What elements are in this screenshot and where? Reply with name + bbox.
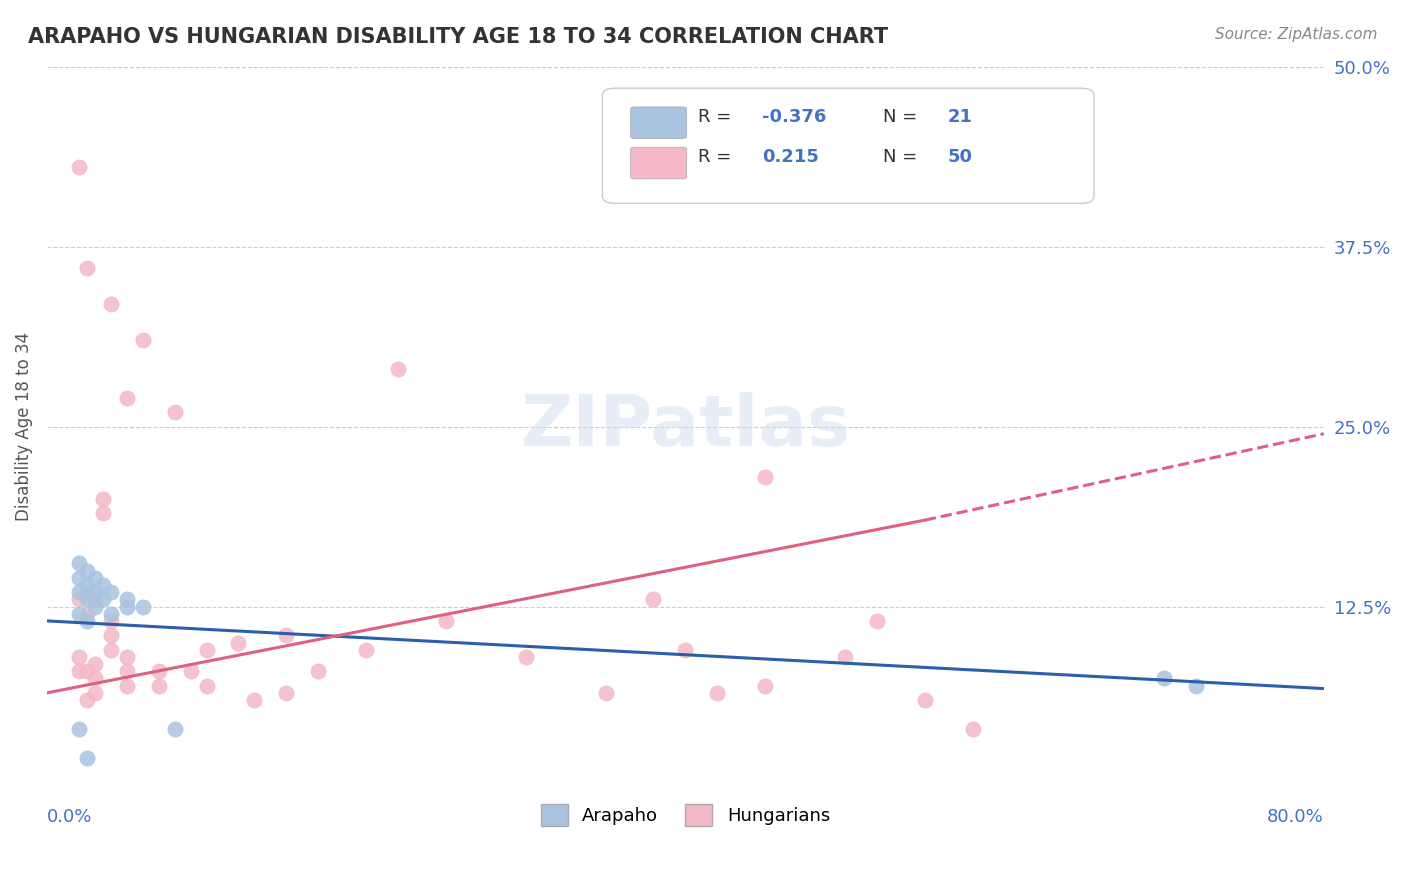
- Point: [354, 642, 377, 657]
- Text: ARAPAHO VS HUNGARIAN DISABILITY AGE 18 TO 34 CORRELATION CHART: ARAPAHO VS HUNGARIAN DISABILITY AGE 18 T…: [28, 27, 889, 46]
- Point: [76, 261, 98, 276]
- Text: 50: 50: [948, 147, 972, 166]
- Point: [100, 628, 122, 642]
- Point: [243, 693, 266, 707]
- Text: N =: N =: [883, 108, 924, 126]
- Point: [131, 599, 153, 614]
- Point: [67, 722, 90, 736]
- Point: [83, 599, 105, 614]
- Point: [83, 571, 105, 585]
- Point: [515, 649, 537, 664]
- Point: [67, 665, 90, 679]
- Point: [1153, 672, 1175, 686]
- Point: [180, 665, 202, 679]
- Point: [91, 578, 114, 592]
- Point: [276, 686, 298, 700]
- Point: [76, 693, 98, 707]
- Point: [131, 333, 153, 347]
- Point: [76, 614, 98, 628]
- Point: [91, 592, 114, 607]
- Text: ZIPatlas: ZIPatlas: [520, 392, 851, 461]
- Point: [100, 614, 122, 628]
- Text: 80.0%: 80.0%: [1267, 808, 1324, 826]
- Point: [115, 599, 138, 614]
- Point: [100, 585, 122, 599]
- Point: [387, 362, 409, 376]
- Point: [76, 564, 98, 578]
- Point: [1185, 679, 1208, 693]
- Point: [67, 649, 90, 664]
- FancyBboxPatch shape: [630, 107, 686, 138]
- Point: [83, 585, 105, 599]
- Point: [754, 470, 776, 484]
- Y-axis label: Disability Age 18 to 34: Disability Age 18 to 34: [15, 332, 32, 521]
- Text: Source: ZipAtlas.com: Source: ZipAtlas.com: [1215, 27, 1378, 42]
- Point: [115, 649, 138, 664]
- Point: [115, 592, 138, 607]
- Text: -0.376: -0.376: [762, 108, 827, 126]
- Point: [195, 642, 218, 657]
- Text: 0.215: 0.215: [762, 147, 818, 166]
- FancyBboxPatch shape: [630, 147, 686, 179]
- Point: [67, 557, 90, 571]
- Point: [83, 672, 105, 686]
- Point: [67, 607, 90, 621]
- Point: [76, 607, 98, 621]
- Point: [228, 635, 250, 649]
- Point: [83, 657, 105, 672]
- Point: [76, 665, 98, 679]
- Point: [67, 592, 90, 607]
- Point: [962, 722, 984, 736]
- Point: [307, 665, 329, 679]
- Point: [195, 679, 218, 693]
- Point: [163, 722, 186, 736]
- Point: [76, 578, 98, 592]
- Legend: Arapaho, Hungarians: Arapaho, Hungarians: [531, 795, 839, 835]
- Text: R =: R =: [699, 147, 737, 166]
- FancyBboxPatch shape: [602, 88, 1094, 203]
- Text: 0.0%: 0.0%: [46, 808, 93, 826]
- Point: [148, 679, 170, 693]
- Point: [67, 161, 90, 175]
- Point: [83, 686, 105, 700]
- Point: [115, 665, 138, 679]
- Point: [754, 679, 776, 693]
- Text: 21: 21: [948, 108, 972, 126]
- Point: [100, 607, 122, 621]
- Point: [914, 693, 936, 707]
- Point: [67, 585, 90, 599]
- Point: [115, 391, 138, 405]
- Point: [866, 614, 889, 628]
- Point: [595, 686, 617, 700]
- Point: [76, 750, 98, 764]
- Point: [834, 649, 856, 664]
- Point: [163, 405, 186, 419]
- Point: [100, 297, 122, 311]
- Point: [83, 592, 105, 607]
- Point: [643, 592, 665, 607]
- Point: [100, 642, 122, 657]
- Text: R =: R =: [699, 108, 737, 126]
- Point: [91, 506, 114, 520]
- Point: [148, 665, 170, 679]
- Point: [276, 628, 298, 642]
- Point: [706, 686, 728, 700]
- Point: [673, 642, 696, 657]
- Point: [434, 614, 457, 628]
- Point: [76, 585, 98, 599]
- Point: [91, 491, 114, 506]
- Text: N =: N =: [883, 147, 924, 166]
- Point: [67, 571, 90, 585]
- Point: [115, 679, 138, 693]
- Point: [76, 592, 98, 607]
